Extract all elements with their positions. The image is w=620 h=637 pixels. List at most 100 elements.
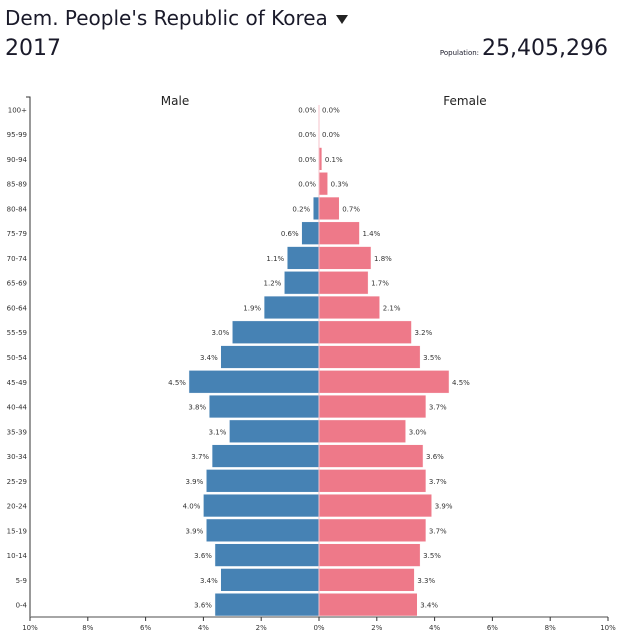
age-group-label: 20-24 [7, 503, 28, 511]
female-value-label: 3.0% [409, 428, 427, 436]
male-value-label: 4.0% [183, 503, 201, 511]
female-bar [318, 592, 418, 617]
male-value-label: 4.5% [168, 379, 186, 387]
x-tick-label: 0% [313, 624, 324, 632]
population-label: Population: [439, 49, 480, 57]
male-bar [188, 370, 320, 394]
male-value-label: 3.9% [185, 478, 203, 486]
dropdown-triangle-icon[interactable] [335, 15, 348, 24]
x-tick-label: 2% [256, 624, 267, 632]
female-bar [318, 295, 380, 320]
x-tick-label: 10% [22, 624, 38, 632]
female-bar [318, 543, 421, 567]
x-tick-label: 6% [140, 624, 151, 632]
male-value-label: 0.6% [281, 230, 299, 238]
male-value-label: 1.2% [264, 280, 282, 288]
female-bar [318, 444, 424, 468]
age-group-label: 100+ [8, 106, 27, 114]
age-group-label: 90-94 [7, 156, 28, 164]
female-bar [318, 370, 450, 394]
age-group-label: 55-59 [7, 329, 27, 337]
age-group-label: 40-44 [7, 404, 28, 412]
male-bar [203, 493, 320, 518]
female-bar [318, 345, 421, 369]
male-value-label: 3.4% [200, 354, 218, 362]
y-axis [26, 96, 31, 617]
age-group-label: 5-9 [16, 577, 27, 585]
female-value-label: 3.5% [423, 354, 441, 362]
female-value-label: 3.7% [429, 404, 447, 412]
x-tick-label: 4% [429, 624, 440, 632]
age-group-label: 45-49 [7, 379, 27, 387]
x-tick-label: 6% [487, 624, 498, 632]
female-bar [318, 246, 372, 270]
age-group-label: 95-99 [7, 131, 27, 139]
female-bar [318, 196, 340, 221]
female-value-label: 3.6% [426, 453, 444, 461]
age-group-label: 25-29 [7, 478, 27, 486]
male-bar [229, 419, 320, 443]
female-bar [318, 419, 406, 443]
age-group-label: 85-89 [7, 181, 27, 189]
female-value-label: 3.9% [435, 503, 453, 511]
female-value-label: 0.3% [331, 181, 349, 189]
female-value-label: 0.1% [325, 156, 343, 164]
male-value-label: 3.6% [194, 602, 212, 610]
country-name: Dem. People's Republic of Korea [5, 6, 328, 30]
x-tick-label: 8% [82, 624, 93, 632]
age-group-label: 10-14 [7, 552, 28, 560]
female-value-label: 3.5% [423, 552, 441, 560]
male-bar [214, 543, 320, 567]
male-bar [206, 518, 320, 542]
female-value-label: 1.4% [362, 230, 380, 238]
male-bar [301, 221, 320, 245]
male-value-label: 1.9% [243, 304, 261, 312]
male-bar [211, 444, 320, 468]
male-value-label: 3.1% [209, 428, 227, 436]
female-bar [318, 518, 427, 542]
age-group-label: 35-39 [7, 428, 27, 436]
male-value-label: 3.6% [194, 552, 212, 560]
age-group-label: 30-34 [7, 453, 28, 461]
male-bar [286, 246, 320, 270]
male-value-label: 3.4% [200, 577, 218, 585]
male-value-label: 3.9% [185, 527, 203, 535]
x-tick-label: 10% [600, 624, 616, 632]
female-bar [318, 394, 427, 419]
male-bar [232, 320, 320, 344]
female-value-label: 4.5% [452, 379, 470, 387]
female-value-label: 3.3% [417, 577, 435, 585]
male-bar [263, 295, 320, 320]
male-bar [214, 592, 320, 617]
male-value-label: 0.2% [292, 205, 310, 213]
female-bar [318, 271, 369, 295]
age-group-label: 50-54 [7, 354, 28, 362]
year-label: 2017 [5, 36, 61, 61]
female-value-label: 0.0% [322, 106, 340, 114]
population-value: 25,405,296 [482, 36, 608, 61]
female-bar [318, 320, 412, 344]
age-group-label: 70-74 [7, 255, 28, 263]
age-group-label: 80-84 [7, 205, 28, 213]
female-value-label: 2.1% [383, 304, 401, 312]
male-value-label: 0.0% [298, 156, 316, 164]
male-value-label: 0.0% [298, 181, 316, 189]
female-value-label: 1.8% [374, 255, 392, 263]
male-value-label: 3.0% [212, 329, 230, 337]
male-series-label: Male [161, 94, 189, 108]
female-bar [318, 172, 328, 196]
female-value-label: 3.7% [429, 527, 447, 535]
female-bar [318, 221, 360, 245]
age-group-label: 75-79 [7, 230, 27, 238]
x-tick-label: 4% [198, 624, 209, 632]
country-selector[interactable]: Dem. People's Republic of Korea [5, 6, 348, 30]
male-value-label: 0.0% [298, 106, 316, 114]
age-group-label: 60-64 [7, 304, 28, 312]
female-value-label: 0.0% [322, 131, 340, 139]
male-value-label: 0.0% [298, 131, 316, 139]
age-group-label: 0-4 [16, 602, 28, 610]
female-value-label: 1.7% [371, 280, 389, 288]
male-bar [220, 345, 320, 369]
female-value-label: 0.7% [342, 205, 360, 213]
